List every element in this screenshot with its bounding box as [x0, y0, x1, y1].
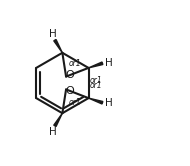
Polygon shape	[89, 62, 103, 68]
Text: H: H	[105, 58, 113, 68]
Text: H: H	[49, 127, 57, 137]
Text: H: H	[105, 98, 113, 108]
Text: or1: or1	[69, 98, 82, 107]
Text: or1: or1	[69, 59, 82, 68]
Polygon shape	[54, 113, 62, 126]
Text: O: O	[66, 70, 74, 80]
Text: O: O	[66, 86, 74, 96]
Text: or1: or1	[90, 76, 103, 85]
Text: H: H	[49, 29, 57, 39]
Polygon shape	[54, 40, 62, 53]
Polygon shape	[89, 98, 103, 104]
Text: or1: or1	[90, 81, 103, 90]
